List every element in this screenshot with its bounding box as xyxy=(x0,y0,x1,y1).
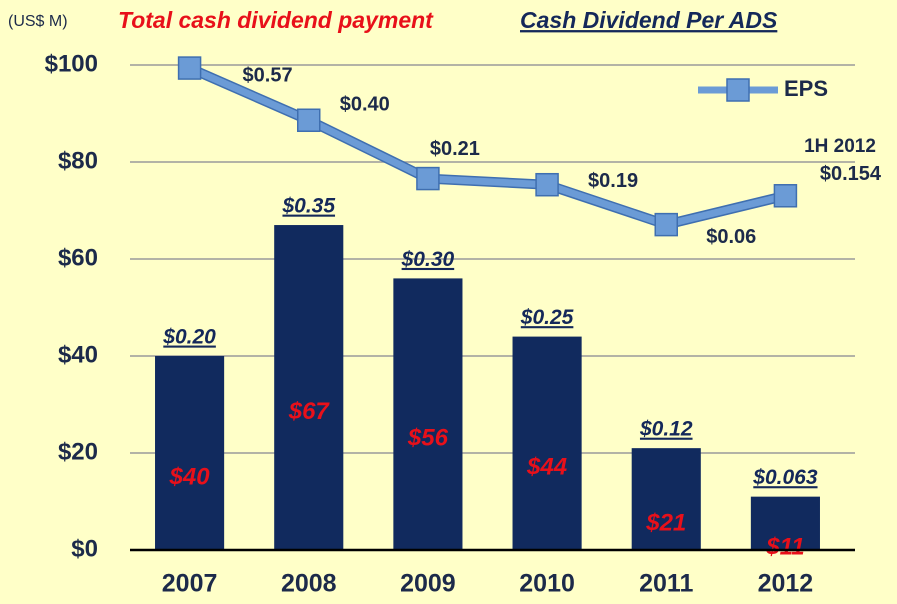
bar-value-label: $44 xyxy=(526,454,567,481)
x-tick-label: 2009 xyxy=(400,570,456,598)
y-tick-label: $100 xyxy=(45,50,98,77)
y-tick-label: $40 xyxy=(58,341,98,368)
dividend-per-ads-label: $0.35 xyxy=(281,195,335,218)
line-value-label: $0.40 xyxy=(340,94,390,116)
y-tick-label: $0 xyxy=(71,535,98,562)
line-value-label: $0.154 xyxy=(820,163,882,185)
y-tick-label: $20 xyxy=(58,438,98,465)
bar-value-label: $67 xyxy=(288,398,331,425)
line-value-label: $0.19 xyxy=(588,170,638,192)
x-tick-label: 2011 xyxy=(639,570,693,598)
line-marker xyxy=(416,166,440,191)
y-tick-label: $80 xyxy=(58,147,98,174)
bar xyxy=(512,336,582,550)
line-marker xyxy=(535,172,559,197)
line-marker xyxy=(297,108,321,133)
x-tick-label: 2012 xyxy=(758,570,814,598)
bar xyxy=(155,356,225,550)
line-marker xyxy=(654,212,678,237)
bar xyxy=(750,496,820,550)
dividend-per-ads-label: $0.30 xyxy=(401,248,455,271)
line-value-label: $0.06 xyxy=(706,226,756,248)
bar xyxy=(274,225,344,551)
y-tick-label: $60 xyxy=(58,244,98,271)
x-tick-label: 2007 xyxy=(162,570,218,598)
legend-marker xyxy=(726,78,750,102)
dividend-per-ads-label: $0.12 xyxy=(639,418,693,441)
bar-value-label: $56 xyxy=(407,425,449,452)
legend-label: EPS xyxy=(784,76,828,101)
line-shadow xyxy=(187,63,787,230)
bar xyxy=(393,278,463,550)
bar-value-label: $40 xyxy=(169,463,211,490)
y-axis-label: (US$ M) xyxy=(8,13,68,30)
bar xyxy=(631,448,701,550)
line-value-label: $0.21 xyxy=(430,138,480,160)
x-tick-label: 2008 xyxy=(281,570,337,598)
line-marker xyxy=(773,184,798,208)
x-tick-label: 2010 xyxy=(519,570,575,598)
dividend-per-ads-label: $0.20 xyxy=(162,326,216,349)
bar-value-label: $21 xyxy=(645,509,686,536)
chart-title: Total cash dividend payment xyxy=(118,7,434,33)
line-marker xyxy=(177,56,202,80)
chart-subtitle: Cash Dividend Per ADS xyxy=(520,7,778,33)
annotation: 1H 2012 xyxy=(804,136,876,157)
line xyxy=(188,64,787,229)
bar-value-label: $11 xyxy=(765,534,804,561)
dividend-per-ads-label: $0.063 xyxy=(752,466,818,489)
line-value-label: $0.57 xyxy=(243,64,293,86)
dividend-per-ads-label: $0.25 xyxy=(520,306,574,329)
